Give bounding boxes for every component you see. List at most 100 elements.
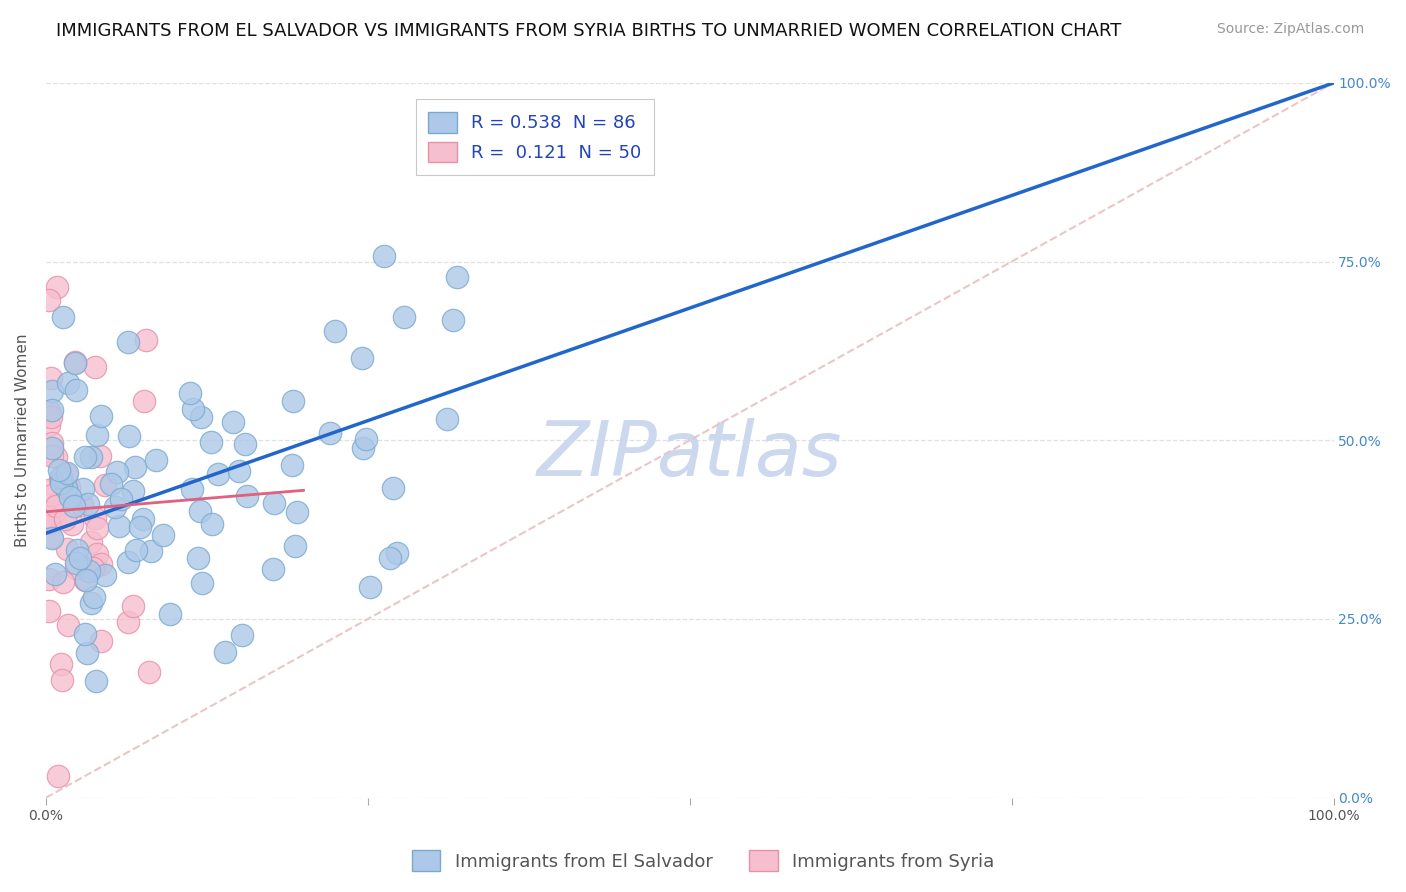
Point [352,441,374,455]
Legend: Immigrants from El Salvador, Immigrants from Syria: Immigrants from El Salvador, Immigrants … [405,843,1001,879]
Point [83,558,105,572]
Point [69,550,91,565]
Point [49,472,72,486]
Legend: R = 0.538  N = 86, R =  0.121  N = 50: R = 0.538 N = 86, R = 0.121 N = 50 [416,99,654,175]
Point [387,546,409,560]
Point [84,511,107,525]
Point [181,482,204,496]
Point [41,531,63,545]
Point [39,530,62,544]
Point [75,573,97,587]
Point [284,539,307,553]
Point [84,673,107,688]
Point [38,417,60,432]
Point [100,477,122,491]
Point [38,404,60,418]
Point [79,564,101,578]
Point [179,386,201,401]
Point [49,475,72,490]
Point [90,409,112,423]
Point [46,279,69,293]
Point [84,359,107,374]
Point [73,627,96,641]
Point [325,324,347,338]
Point [201,516,224,531]
Point [65,556,87,570]
Point [44,566,66,581]
Point [134,393,156,408]
Point [285,505,308,519]
Text: ZIPatlas: ZIPatlas [537,417,842,491]
Point [56,541,79,556]
Point [122,599,145,613]
Point [378,550,401,565]
Point [38,516,60,530]
Point [46,496,69,510]
Point [86,521,108,535]
Point [233,437,256,451]
Point [214,645,236,659]
Point [66,543,89,558]
Point [446,270,468,285]
Point [45,499,67,513]
Point [436,412,458,426]
Point [90,558,112,572]
Point [63,355,86,369]
Point [122,483,145,498]
Point [38,293,60,307]
Point [394,310,416,324]
Point [65,383,87,397]
Point [39,370,62,384]
Point [39,409,62,424]
Point [76,646,98,660]
Point [38,604,60,618]
Point [350,351,373,365]
Point [135,333,157,347]
Point [359,580,381,594]
Point [281,393,304,408]
Point [59,490,82,504]
Point [49,657,72,671]
Point [280,458,302,473]
Point [70,498,93,512]
Point [65,561,87,575]
Point [45,450,67,465]
Point [354,432,377,446]
Text: Source: ZipAtlas.com: Source: ZipAtlas.com [1216,22,1364,37]
Point [231,628,253,642]
Point [381,482,404,496]
Point [105,465,128,479]
Point [124,542,146,557]
Point [48,769,70,783]
Point [58,617,80,632]
Point [72,483,94,497]
Point [41,436,63,450]
Point [63,500,86,514]
Point [138,665,160,679]
Point [65,356,87,370]
Point [263,496,285,510]
Point [373,249,395,263]
Point [73,450,96,464]
Point [56,376,79,391]
Point [145,453,167,467]
Point [94,477,117,491]
Point [187,551,209,566]
Point [110,491,132,506]
Point [79,596,101,610]
Point [41,488,63,502]
Point [55,467,77,481]
Point [139,544,162,558]
Point [73,573,96,587]
Text: IMMIGRANTS FROM EL SALVADOR VS IMMIGRANTS FROM SYRIA BIRTHS TO UNMARRIED WOMEN C: IMMIGRANTS FROM EL SALVADOR VS IMMIGRANT… [56,22,1122,40]
Point [83,590,105,604]
Point [80,450,103,464]
Y-axis label: Births to Unmarried Women: Births to Unmarried Women [15,334,30,547]
Point [55,467,77,482]
Point [319,425,342,440]
Point [52,310,75,325]
Point [51,470,73,484]
Point [262,562,284,576]
Point [41,441,63,455]
Point [79,534,101,549]
